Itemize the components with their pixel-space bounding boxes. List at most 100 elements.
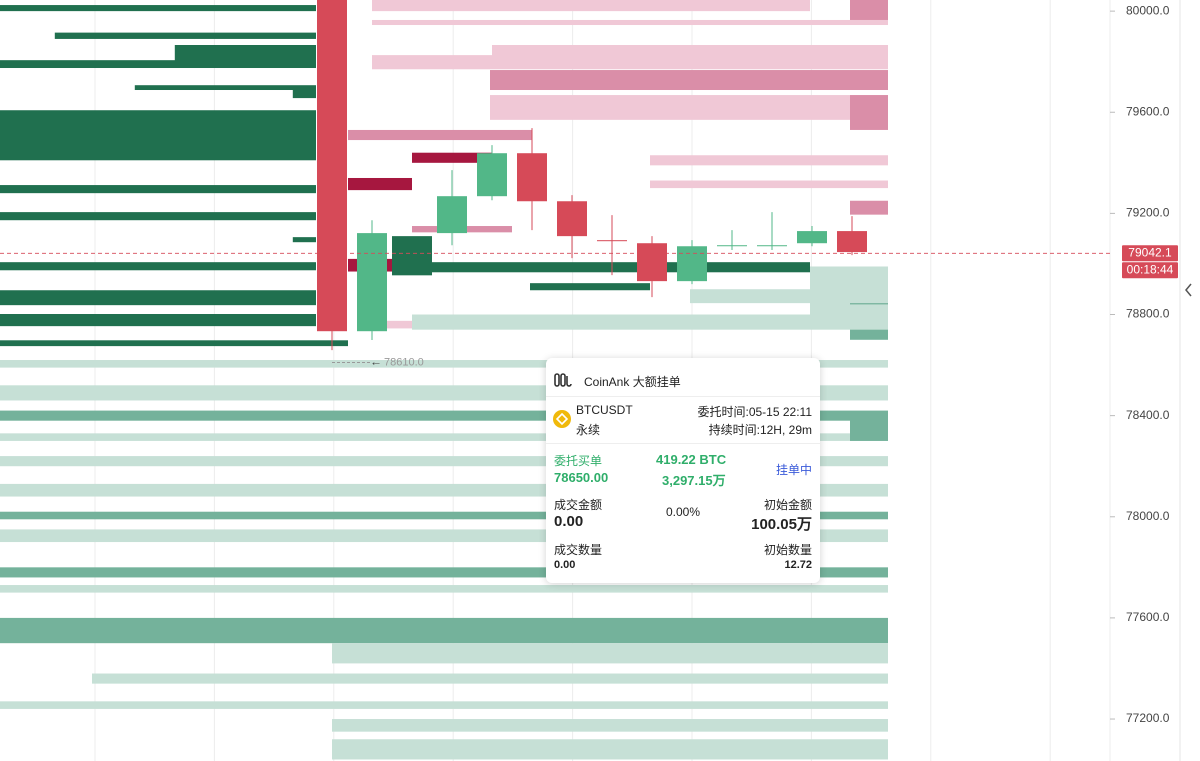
ask-band xyxy=(372,19,888,26)
bid-band xyxy=(412,314,888,330)
duration: 持续时间:12H, 29m xyxy=(708,423,812,437)
candle-body xyxy=(597,240,627,242)
ask-band xyxy=(372,0,810,12)
bid-band xyxy=(0,290,316,306)
ask-band xyxy=(348,177,412,191)
y-tick-label: 77200.0 xyxy=(1126,711,1170,725)
y-tick-label: 77600.0 xyxy=(1126,610,1170,624)
candle-body xyxy=(837,231,867,253)
value: 12.72 xyxy=(784,559,812,571)
countdown-box xyxy=(1122,262,1178,279)
candle-body xyxy=(437,196,467,234)
separator xyxy=(546,396,820,397)
candles xyxy=(0,0,1110,351)
ask-band xyxy=(850,0,888,22)
logo xyxy=(554,373,572,387)
bid-band xyxy=(850,415,888,441)
collapse-button[interactable] xyxy=(1185,283,1192,297)
candle-body xyxy=(637,243,667,282)
bid-band xyxy=(0,433,888,441)
ask-band xyxy=(650,180,888,189)
candle-body xyxy=(517,153,547,202)
tooltip-title: CoinAnk 大额挂单 xyxy=(584,375,681,389)
y-tick-label: 79200.0 xyxy=(1126,206,1170,220)
label: 初始数量 xyxy=(763,543,812,557)
exchange-icon xyxy=(553,410,571,428)
y-tick-label: 79600.0 xyxy=(1126,104,1170,118)
y-tick-label: 78000.0 xyxy=(1126,509,1170,523)
bid-band xyxy=(0,110,316,161)
value: 0.00% xyxy=(666,505,701,519)
bid-band xyxy=(332,739,888,760)
bid-band xyxy=(392,236,432,276)
side: 委托买单 xyxy=(554,454,603,468)
bid-band xyxy=(134,85,316,91)
candle-body xyxy=(677,246,707,282)
bid-band xyxy=(0,456,888,467)
bid-band xyxy=(0,5,316,12)
candle-body xyxy=(477,153,507,197)
last-price-box xyxy=(1122,245,1178,262)
quantity: 419.22 BTC xyxy=(656,452,727,467)
ask-band xyxy=(650,155,888,166)
countdown-label: 00:18:44 xyxy=(1127,262,1174,276)
bid-band xyxy=(0,60,316,69)
bid-band xyxy=(412,262,810,273)
bid-band xyxy=(332,719,888,732)
value: 100.05万 xyxy=(751,516,812,533)
ask-band xyxy=(490,95,888,120)
value: 0.00 xyxy=(554,559,576,571)
bid-band xyxy=(0,212,316,221)
candle-body xyxy=(757,245,787,247)
ask-band xyxy=(372,55,888,70)
ask-band xyxy=(348,129,532,141)
ask-band xyxy=(850,95,888,130)
bid-band xyxy=(0,567,888,578)
bid-band xyxy=(92,673,888,684)
ask-band xyxy=(412,152,492,163)
status: 挂单中 xyxy=(775,463,812,477)
bid-band xyxy=(0,262,316,271)
last-price-label: 79042.1 xyxy=(1128,245,1172,259)
symbol: BTCUSDT xyxy=(576,403,633,417)
value: 0.00 xyxy=(554,513,584,530)
ask-band xyxy=(850,200,888,215)
bid-band xyxy=(292,237,316,243)
bid-band xyxy=(690,289,888,304)
order-line-label: 78610.0 xyxy=(384,356,424,368)
bid-band xyxy=(332,643,888,664)
label: 成交金额 xyxy=(554,498,603,512)
candle-body xyxy=(317,0,347,332)
amount: 3,297.15万 xyxy=(662,473,726,488)
y-tick-label: 78400.0 xyxy=(1126,408,1170,422)
bid-band xyxy=(0,185,316,194)
label: 初始金额 xyxy=(763,498,812,512)
bid-band xyxy=(174,45,316,62)
candle-body xyxy=(557,201,587,237)
bid-band xyxy=(0,314,316,327)
order-price: 78650.00 xyxy=(554,470,609,485)
order-tooltip: CoinAnk 大额挂单 BTCUSDT 永续 委托时间:05-15 22:11… xyxy=(546,358,820,583)
ask-band xyxy=(372,320,412,329)
bid-band xyxy=(0,410,888,421)
bid-band xyxy=(0,585,888,593)
candle-body xyxy=(717,245,747,247)
bid-band xyxy=(0,701,888,709)
order-time: 委托时间:05-15 22:11 xyxy=(697,405,813,419)
bid-band xyxy=(0,511,888,520)
bid-band xyxy=(54,32,317,39)
candle-body xyxy=(797,231,827,244)
order-line-arrow: ← xyxy=(370,355,382,369)
bid-band xyxy=(0,360,888,368)
separator xyxy=(546,443,820,444)
bid-band xyxy=(0,340,348,347)
bid-band xyxy=(0,617,888,644)
bid-band xyxy=(292,88,316,99)
bid-band xyxy=(530,283,650,291)
y-tick-label: 80000.0 xyxy=(1126,3,1170,17)
y-axis: 80000.0 79600.0 79200.0 78800.0 78400.0 78000… xyxy=(1110,3,1178,725)
y-tick-label: 78800.0 xyxy=(1126,307,1170,321)
label: 成交数量 xyxy=(554,543,603,557)
ask-band xyxy=(490,70,888,91)
